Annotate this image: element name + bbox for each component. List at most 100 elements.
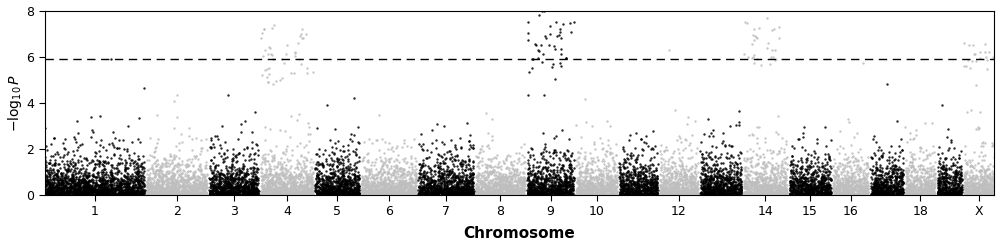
Point <box>310 180 326 184</box>
Point <box>155 180 171 184</box>
Point <box>411 185 427 189</box>
Point <box>714 185 730 189</box>
Point <box>394 190 410 194</box>
Point <box>459 178 475 182</box>
Point <box>126 193 142 197</box>
Point <box>79 193 95 197</box>
Point <box>206 155 222 159</box>
Point <box>632 173 648 177</box>
Point <box>757 163 773 167</box>
Point <box>180 174 196 178</box>
Point <box>465 166 481 170</box>
Point <box>838 178 854 182</box>
Point <box>899 188 915 192</box>
Point <box>697 180 713 184</box>
Point <box>652 172 668 176</box>
Point <box>333 181 349 185</box>
Point <box>109 181 125 185</box>
Point <box>114 190 130 194</box>
Point <box>504 176 520 180</box>
Point <box>936 193 952 197</box>
Point <box>748 170 764 174</box>
Point <box>877 190 893 194</box>
Point <box>258 193 274 197</box>
Point <box>604 188 620 192</box>
Point <box>910 180 926 184</box>
Point <box>52 188 68 192</box>
Point <box>867 183 883 186</box>
Point <box>605 178 621 182</box>
Point <box>206 193 222 197</box>
Point <box>624 193 640 197</box>
Point <box>302 178 318 182</box>
Point <box>131 186 147 190</box>
Point <box>949 191 965 195</box>
Point <box>166 184 182 188</box>
Point <box>668 181 684 185</box>
Point <box>340 193 356 197</box>
Point <box>341 178 357 182</box>
Point <box>250 176 266 180</box>
Point <box>847 170 863 174</box>
Point <box>932 179 948 183</box>
Point <box>381 157 397 161</box>
Point <box>448 193 464 197</box>
Point <box>919 189 935 193</box>
Point <box>671 151 687 155</box>
Point <box>281 176 297 180</box>
Point <box>383 193 399 197</box>
Point <box>838 177 854 181</box>
Point <box>452 193 468 197</box>
Point <box>785 188 801 192</box>
Point <box>759 175 775 179</box>
Point <box>656 191 672 195</box>
Point <box>161 187 177 191</box>
Point <box>417 192 433 196</box>
Point <box>87 165 103 169</box>
Point <box>146 190 162 194</box>
Point <box>733 185 749 189</box>
Point <box>53 181 69 185</box>
Point <box>358 190 374 194</box>
Point <box>182 191 198 195</box>
Point <box>399 181 415 185</box>
Point <box>853 188 869 192</box>
Point <box>333 192 349 196</box>
Point <box>223 175 239 179</box>
Point <box>266 155 282 159</box>
Point <box>42 189 58 193</box>
Point <box>511 191 527 195</box>
Point <box>43 182 59 186</box>
Point <box>894 148 910 152</box>
Point <box>95 179 111 183</box>
Point <box>397 193 413 197</box>
Point <box>629 155 645 159</box>
Point <box>835 180 851 184</box>
Point <box>54 188 70 192</box>
Point <box>457 193 473 197</box>
Point <box>656 189 672 193</box>
Point <box>45 154 61 158</box>
Point <box>594 177 610 181</box>
Point <box>724 187 740 191</box>
Point <box>110 192 126 196</box>
Point <box>149 187 165 191</box>
Point <box>459 189 475 193</box>
Point <box>726 191 742 195</box>
Point <box>801 188 817 192</box>
Point <box>657 159 673 163</box>
Point <box>966 192 982 196</box>
Point <box>354 179 370 183</box>
Point <box>323 156 339 160</box>
Point <box>158 177 174 181</box>
Point <box>971 154 987 158</box>
Point <box>417 193 433 197</box>
Point <box>642 163 658 167</box>
Point <box>803 159 819 163</box>
Point <box>496 182 512 185</box>
Point <box>346 163 362 167</box>
Point <box>982 171 998 175</box>
Point <box>799 192 815 196</box>
Point <box>245 185 261 189</box>
Point <box>783 160 799 164</box>
